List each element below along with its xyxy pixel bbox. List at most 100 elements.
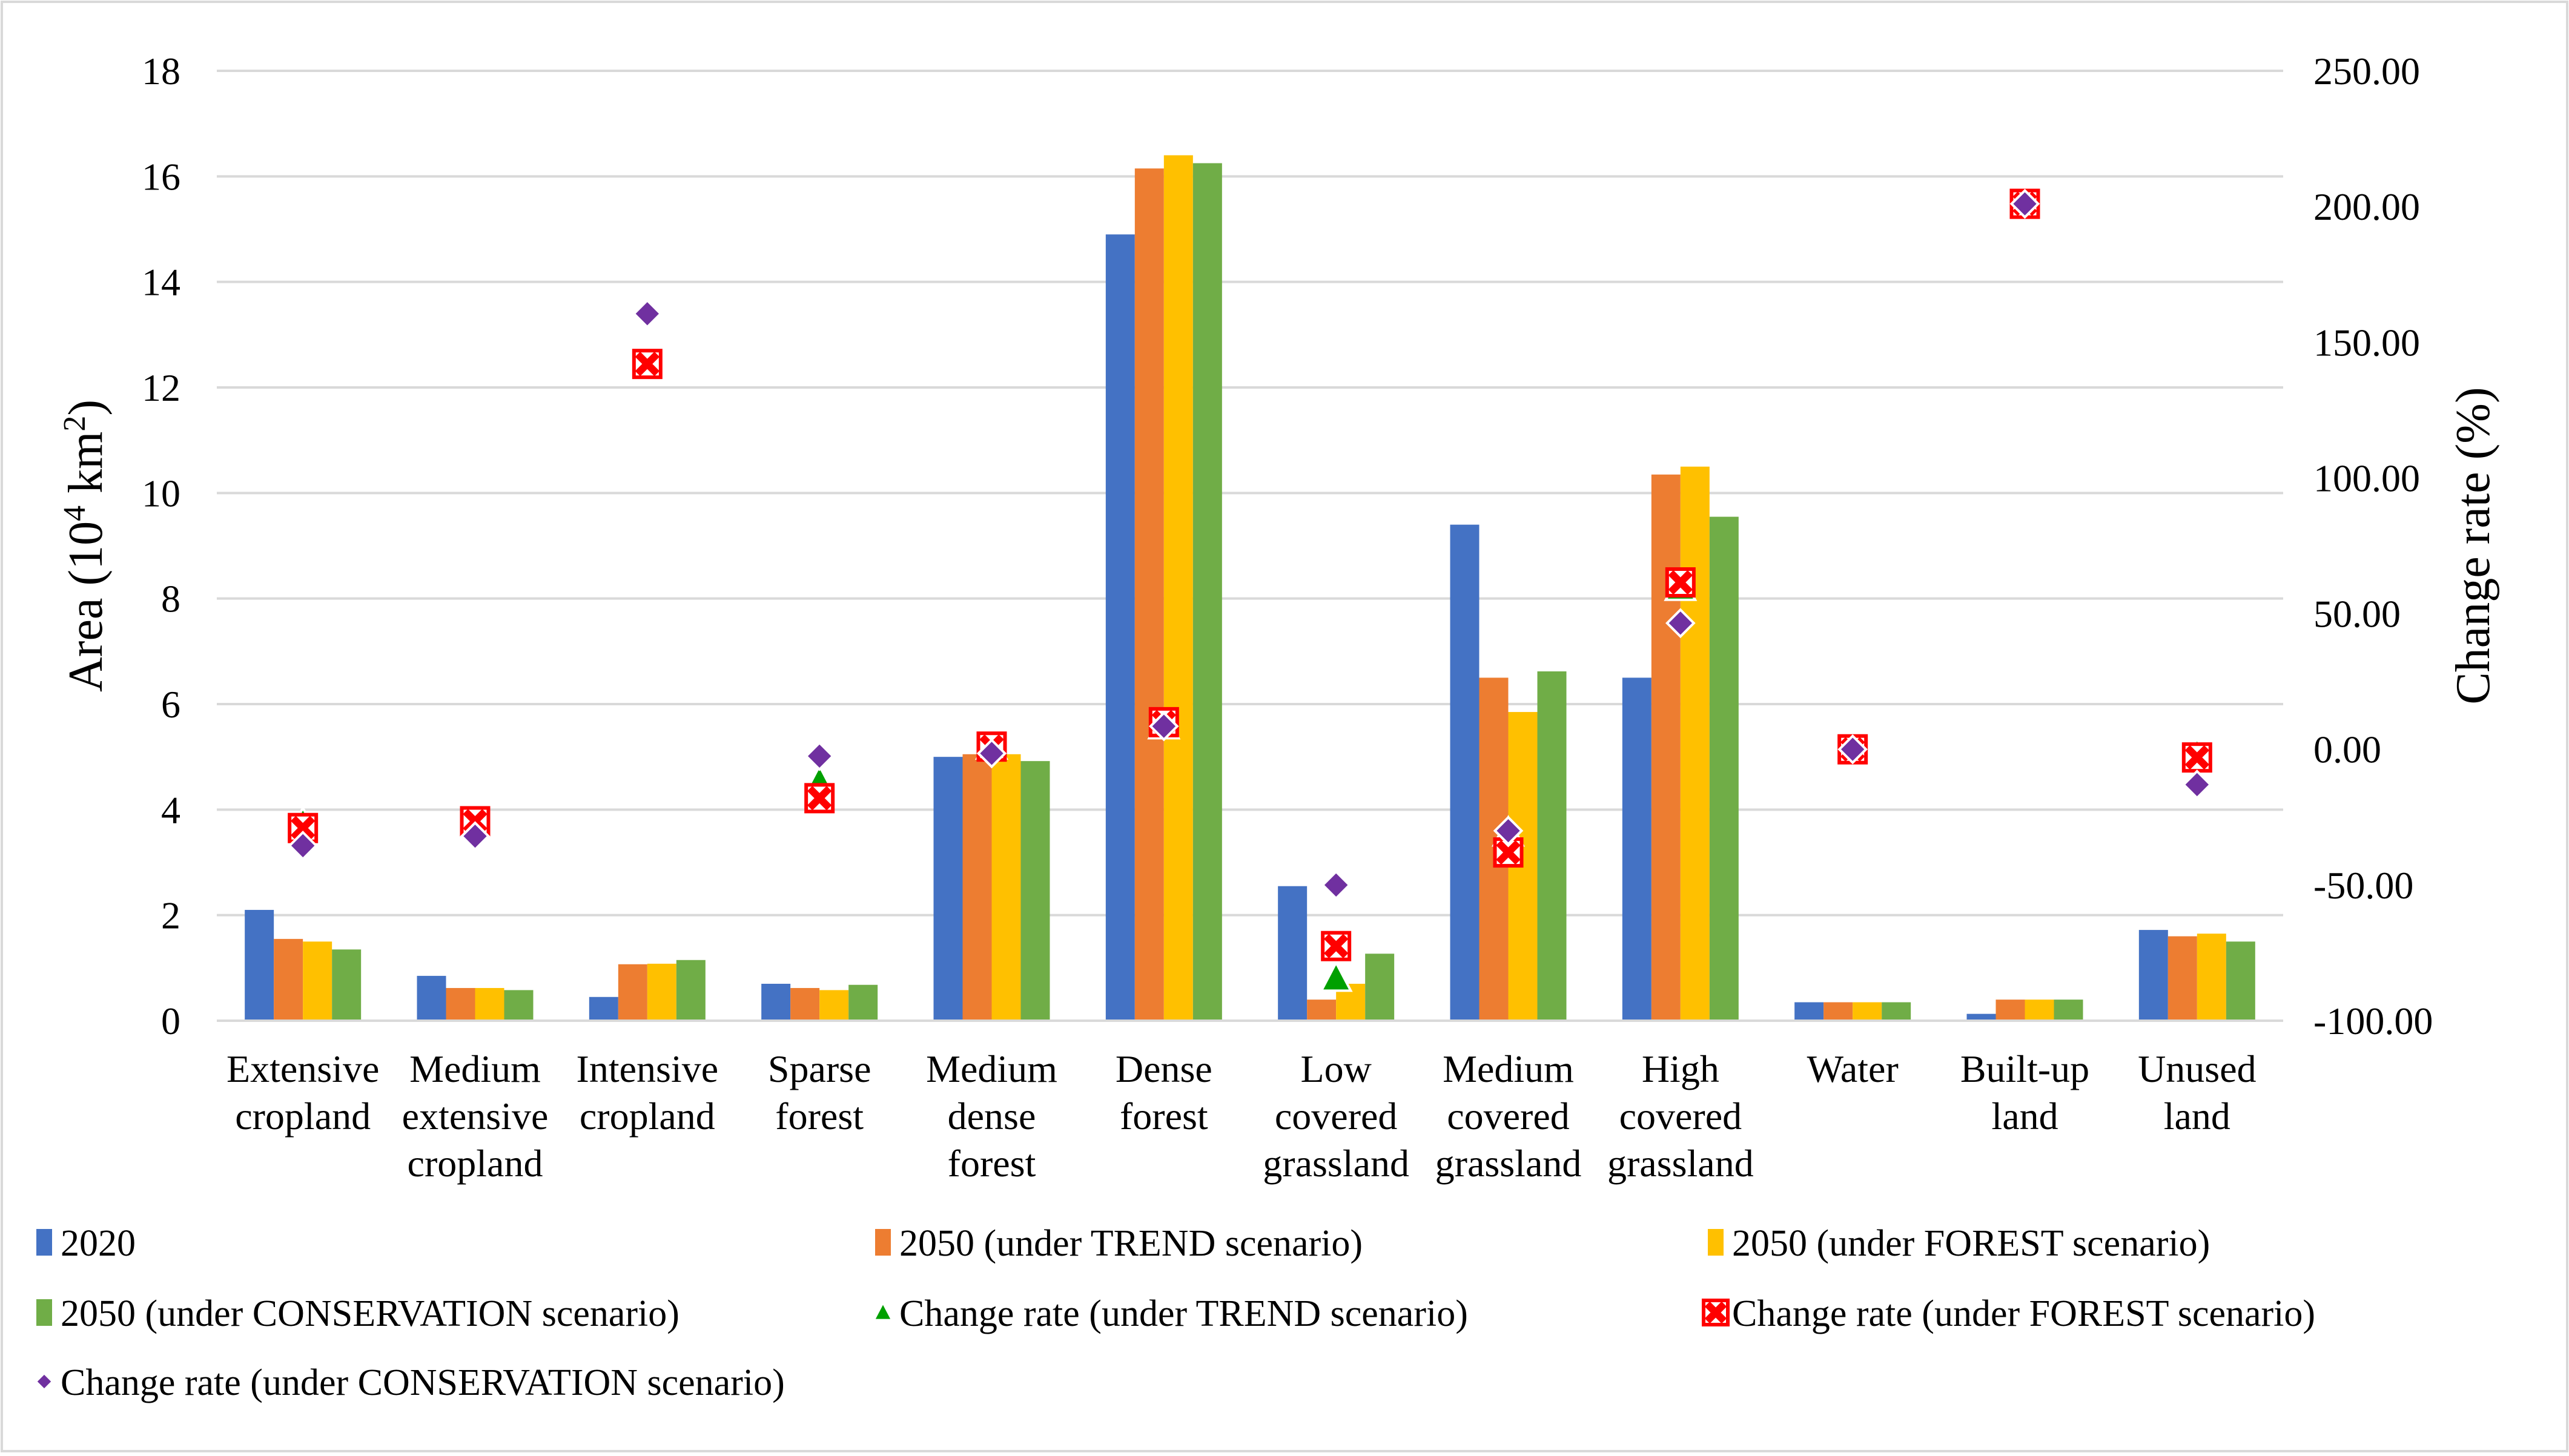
x-category-label: Extensive: [226, 1047, 379, 1090]
x-category-label: grassland: [1435, 1142, 1582, 1185]
bar: [1105, 234, 1135, 1021]
x-category-label: Built-up: [1960, 1047, 2089, 1090]
bar: [2054, 1000, 2083, 1021]
marker-xsquare-cross: [1323, 934, 1349, 958]
x-category-label: forest: [948, 1142, 1036, 1185]
y-left-tick-label: 2: [161, 894, 180, 937]
legend-swatch: [1708, 1229, 1724, 1256]
y-right-tick-label: 50.00: [2313, 593, 2401, 636]
x-category-label: Low: [1301, 1047, 1372, 1090]
marker-xsquare-cross: [807, 786, 832, 811]
x-category-label: Water: [1807, 1047, 1899, 1090]
change-rate-markers: [286, 185, 2214, 992]
y-right-tick-label: 100.00: [2313, 456, 2420, 499]
legend-swatch: [875, 1229, 891, 1256]
y-left-tick-label: 4: [161, 788, 180, 831]
x-category-label: forest: [1120, 1095, 1208, 1138]
x-category-label: Medium: [409, 1047, 541, 1090]
legend-label: Change rate (under FOREST scenario): [1732, 1293, 2315, 1334]
bar: [303, 941, 332, 1021]
marker-xsquare-cross: [2184, 745, 2210, 770]
bar: [962, 754, 992, 1021]
bar: [1794, 1002, 1824, 1021]
bar: [274, 938, 303, 1021]
y-left-tick-label: 12: [142, 366, 180, 409]
bar: [1192, 163, 1222, 1021]
marker-triangle: [871, 1299, 894, 1322]
marker-diamond: [34, 1371, 55, 1392]
bar: [848, 984, 878, 1021]
marker-diamond: [632, 298, 663, 329]
bar: [991, 754, 1021, 1021]
bar: [1537, 671, 1567, 1021]
marker-diamond: [1149, 711, 1179, 742]
marker-triangle: [1319, 960, 1353, 992]
x-category-label: grassland: [1607, 1142, 1754, 1185]
bar: [761, 983, 791, 1021]
bar: [933, 757, 963, 1021]
y-left-tick-label: 14: [142, 261, 180, 304]
marker-xsquare-cross: [1704, 1301, 1727, 1324]
axis-title-part: ): [59, 400, 113, 416]
y-right-axis-title: Change rate (%): [2447, 387, 2500, 704]
axis-title-part: 4: [58, 506, 92, 521]
legend-label: 2050 (under FOREST scenario): [1732, 1223, 2210, 1264]
bar: [1882, 1002, 1911, 1021]
x-category-label: Intensive: [577, 1047, 719, 1090]
y-left-axis-title: Area (104 km2): [58, 400, 113, 692]
x-category-label: Medium: [926, 1047, 1057, 1090]
y-left-tick-label: 0: [161, 1000, 180, 1043]
x-category-label: covered: [1447, 1095, 1570, 1138]
bar: [1853, 1002, 1882, 1021]
marker-xsquare-cross: [1496, 840, 1521, 865]
marker-xsquare-cross: [290, 815, 316, 840]
bar: [1163, 155, 1193, 1021]
bar: [1307, 1000, 1337, 1021]
bar: [475, 987, 504, 1021]
bar: [676, 960, 706, 1021]
legend-label: 2020: [61, 1223, 136, 1264]
bar: [1134, 168, 1164, 1021]
bar: [790, 987, 820, 1021]
bars: [245, 155, 2255, 1021]
bar: [2025, 1000, 2054, 1021]
bar: [1680, 466, 1710, 1021]
y-right-tick-label: 250.00: [2313, 50, 2420, 93]
x-category-label: cropland: [408, 1142, 543, 1185]
bar: [1450, 524, 1480, 1021]
bar: [1020, 761, 1050, 1021]
bar: [446, 987, 475, 1021]
bar: [1709, 516, 1739, 1021]
marker-diamond: [1493, 815, 1524, 846]
bar: [504, 990, 534, 1021]
x-category-label: cropland: [580, 1095, 715, 1138]
legend-label: 2050 (under TREND scenario): [899, 1223, 1363, 1264]
y-right-tick-label: -100.00: [2313, 1000, 2433, 1043]
axes: 0 2 4 6 8 10 12 14 16 18 -100.00 -50.00 0.00 50.00 100…: [58, 50, 2501, 1185]
legend-swatch: [36, 1229, 52, 1256]
x-category-label: forest: [775, 1095, 864, 1138]
marker-diamond: [2182, 769, 2212, 800]
y-right-tick-label: 0.00: [2313, 728, 2381, 771]
x-category-label: Unused: [2138, 1047, 2257, 1090]
bar: [2167, 936, 2197, 1021]
y-right-tick-label: 150.00: [2313, 321, 2420, 364]
y-left-tick-label: 8: [161, 578, 180, 621]
marker-diamond: [1665, 608, 1696, 639]
x-category-label: covered: [1619, 1095, 1742, 1138]
bar: [647, 963, 676, 1021]
legend: 2020 2050 (under TREND scenario) 2050 (und…: [34, 1223, 2315, 1403]
bar: [1278, 886, 1308, 1021]
bar: [245, 909, 274, 1021]
marker-diamond: [2009, 188, 2040, 219]
y-left-tick-label: 10: [142, 472, 180, 515]
bar: [2197, 934, 2226, 1021]
x-category-label: dense: [948, 1095, 1036, 1138]
x-category-label: land: [2164, 1095, 2230, 1138]
legend-label: 2050 (under CONSERVATION scenario): [61, 1293, 679, 1334]
marker-diamond: [1321, 870, 1351, 900]
bar: [2226, 941, 2255, 1021]
bar: [819, 990, 849, 1021]
x-category-label: Sparse: [768, 1047, 871, 1090]
